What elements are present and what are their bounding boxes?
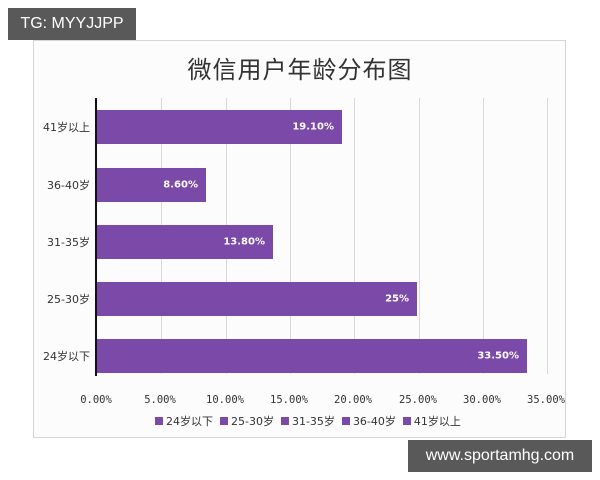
- legend-label: 41岁以上: [413, 415, 461, 428]
- gridline: [419, 98, 420, 374]
- legend: 24岁以下 25-30岁 31-35岁 36-40岁 41岁以上: [155, 413, 461, 429]
- bar-under-24: 33.50%: [96, 339, 527, 373]
- legend-item: 41岁以上: [402, 413, 461, 429]
- legend-swatch-icon: [155, 417, 163, 425]
- gridline: [483, 98, 484, 374]
- y-axis-line: [95, 98, 97, 376]
- bar-value-label: 25%: [385, 293, 409, 305]
- x-tick-label: 10.00%: [206, 394, 244, 406]
- x-tick-label: 30.00%: [463, 394, 501, 406]
- legend-label: 36-40岁: [352, 415, 396, 428]
- gridline: [547, 98, 548, 374]
- legend-item: 25-30岁: [220, 413, 274, 429]
- category-label: 31-35岁: [47, 236, 90, 249]
- x-tick-label: 0.00%: [80, 394, 112, 406]
- legend-item: 36-40岁: [341, 413, 396, 429]
- legend-swatch-icon: [280, 417, 289, 425]
- bar-41-plus: 19.10%: [96, 110, 342, 144]
- chart-title: 微信用户年龄分布图: [187, 56, 413, 84]
- x-tick-label: 25.00%: [399, 394, 437, 406]
- bar-value-label: 33.50%: [477, 350, 519, 362]
- legend-swatch-icon: [402, 417, 411, 425]
- bar-31-35: 13.80%: [96, 225, 273, 259]
- legend-label: 31-35岁: [291, 415, 335, 428]
- bar-36-40: 8.60%: [96, 168, 206, 202]
- legend-item: 31-35岁: [280, 413, 335, 429]
- plot-area: 19.10% 8.60% 13.80% 25% 33.50%: [96, 98, 555, 374]
- x-tick-label: 20.00%: [334, 394, 372, 406]
- x-tick-label: 15.00%: [270, 394, 308, 406]
- x-tick-label: 5.00%: [144, 394, 176, 406]
- category-label: 24岁以下: [43, 350, 90, 363]
- category-label: 25-30岁: [47, 293, 90, 306]
- watermark-top: TG: MYYJJPP: [8, 8, 136, 40]
- gridline: [354, 98, 355, 374]
- legend-label: 25-30岁: [231, 415, 274, 428]
- bar-value-label: 19.10%: [292, 121, 334, 133]
- bar-25-30: 25%: [96, 282, 417, 316]
- bar-value-label: 13.80%: [223, 236, 265, 248]
- gridline: [290, 98, 291, 374]
- category-label: 41岁以上: [43, 121, 90, 134]
- legend-swatch-icon: [220, 417, 228, 425]
- legend-item: 24岁以下: [155, 413, 213, 429]
- x-tick-label: 35.00%: [527, 394, 565, 406]
- legend-label: 24岁以下: [166, 415, 213, 428]
- watermark-bottom: www.sportamhg.com: [408, 440, 592, 472]
- legend-swatch-icon: [341, 417, 350, 425]
- bar-value-label: 8.60%: [163, 179, 198, 191]
- category-label: 36-40岁: [47, 179, 90, 192]
